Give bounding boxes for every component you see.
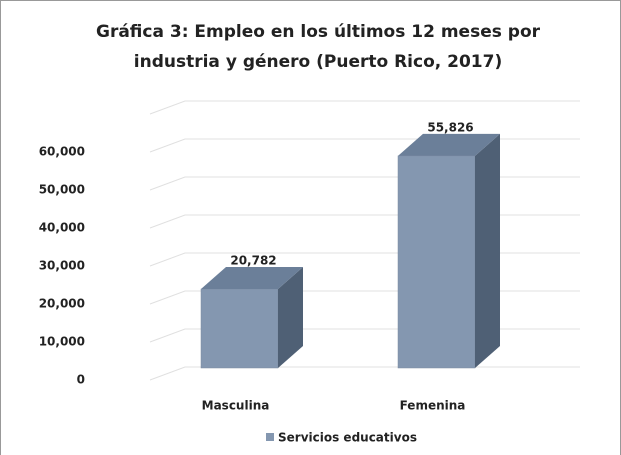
chart-title: Gráfica 3: Empleo en los últimos 12 mese… bbox=[96, 22, 541, 42]
x-tick-label: Femenina bbox=[400, 399, 466, 413]
bar-front bbox=[200, 288, 279, 369]
bar-top bbox=[398, 133, 500, 156]
bar-side bbox=[475, 133, 500, 368]
plot-edge bbox=[149, 100, 580, 115]
x-tick-label: Masculina bbox=[202, 399, 270, 413]
y-tick-label: 40,000 bbox=[39, 221, 85, 235]
legend-swatch bbox=[266, 433, 274, 441]
data-label: 20,782 bbox=[230, 254, 276, 268]
bar-top bbox=[201, 267, 303, 290]
y-tick-label: 10,000 bbox=[39, 335, 85, 349]
data-label: 55,826 bbox=[427, 120, 473, 134]
bar bbox=[200, 267, 303, 369]
bar bbox=[397, 133, 500, 369]
y-tick-label: 50,000 bbox=[39, 183, 85, 197]
y-tick-label: 60,000 bbox=[39, 145, 85, 159]
bar-side bbox=[278, 267, 303, 368]
legend-label: Servicios educativos bbox=[278, 431, 417, 445]
bar-front bbox=[397, 155, 476, 369]
chart-title: industria y género (Puerto Rico, 2017) bbox=[134, 52, 502, 72]
y-tick-label: 20,000 bbox=[39, 297, 85, 311]
y-tick-label: 30,000 bbox=[39, 259, 85, 273]
y-tick-label: 0 bbox=[77, 373, 85, 387]
